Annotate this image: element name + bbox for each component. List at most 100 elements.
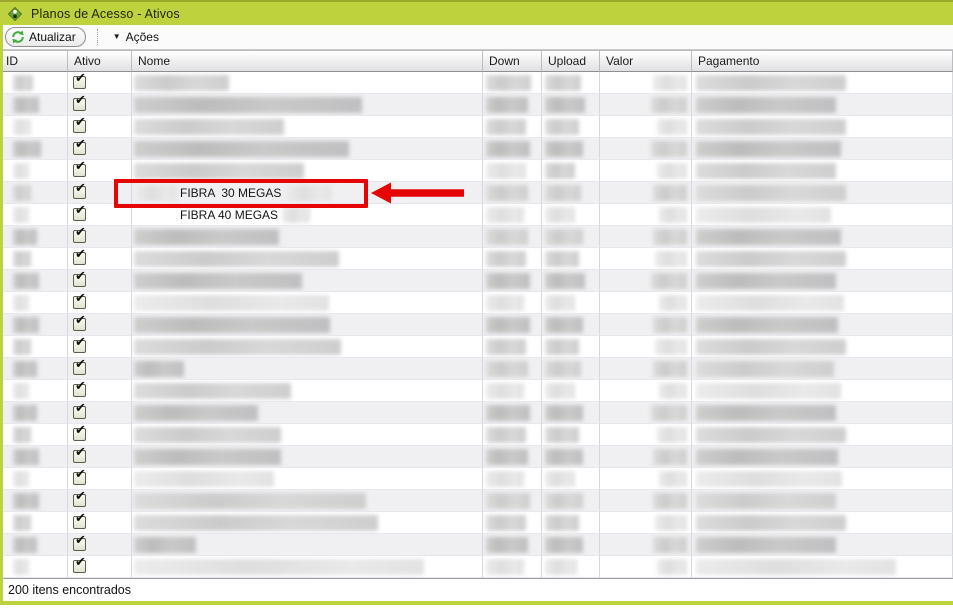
active-checkbox[interactable]: ✔ (73, 314, 86, 331)
column-header-valor[interactable]: Valor (600, 51, 692, 72)
table-row[interactable]: ✔ (0, 160, 953, 182)
cell-pagamento (692, 314, 953, 336)
active-checkbox[interactable]: ✔ (73, 182, 86, 199)
redacted-content (134, 360, 184, 377)
active-checkbox[interactable]: ✔ (73, 248, 86, 265)
checkmark-icon: ✔ (75, 182, 86, 196)
title-bar: Planos de Acesso - Ativos (0, 2, 953, 25)
table-row[interactable]: ✔ (0, 72, 953, 94)
redacted-content (545, 74, 581, 91)
active-checkbox[interactable]: ✔ (73, 292, 86, 309)
status-text: 200 itens encontrados (8, 583, 132, 597)
active-checkbox[interactable]: ✔ (73, 160, 86, 177)
column-header-upload[interactable]: Upload (542, 51, 600, 72)
cell-nome (132, 248, 483, 270)
cell-upload (542, 534, 600, 556)
table-row[interactable]: ✔ FIBRA 40 MEGAS (0, 204, 953, 226)
table-row[interactable]: ✔ (0, 314, 953, 336)
column-header-ativo[interactable]: Ativo (68, 51, 132, 72)
column-header-pagamento[interactable]: Pagamento (692, 51, 953, 72)
column-header-id[interactable]: ID (0, 51, 68, 72)
redacted-content (486, 140, 530, 157)
checkmark-icon: ✔ (75, 292, 86, 306)
table-row[interactable]: ✔ (0, 116, 953, 138)
cell-id (0, 490, 68, 512)
active-checkbox[interactable]: ✔ (73, 424, 86, 441)
table-row[interactable]: ✔ (0, 336, 953, 358)
redacted-content (486, 250, 526, 267)
redacted-content (486, 294, 524, 311)
cell-pagamento (692, 94, 953, 116)
cell-nome (132, 358, 483, 380)
active-checkbox[interactable]: ✔ (73, 556, 86, 573)
table-row[interactable]: ✔ (0, 248, 953, 270)
active-checkbox[interactable]: ✔ (73, 72, 86, 89)
cell-down (483, 204, 542, 226)
table-row[interactable]: ✔ (0, 556, 953, 578)
active-checkbox[interactable]: ✔ (73, 270, 86, 287)
active-checkbox[interactable]: ✔ (73, 116, 86, 133)
table-row[interactable]: ✔ (0, 512, 953, 534)
cell-upload (542, 490, 600, 512)
redacted-content (13, 162, 29, 179)
redacted-content (134, 404, 258, 421)
active-checkbox[interactable]: ✔ (73, 446, 86, 463)
cell-down (483, 226, 542, 248)
cell-valor (600, 182, 692, 204)
active-checkbox[interactable]: ✔ (73, 358, 86, 375)
redacted-content (13, 558, 29, 575)
column-header-down[interactable]: Down (483, 51, 542, 72)
cell-pagamento (692, 468, 953, 490)
table-row[interactable]: ✔ (0, 358, 953, 380)
redacted-content (134, 228, 279, 245)
redacted-content (13, 404, 37, 421)
cell-ativo: ✔ (68, 380, 132, 402)
redacted-content (486, 228, 528, 245)
active-checkbox[interactable]: ✔ (73, 226, 86, 243)
redacted-content (486, 316, 530, 333)
actions-dropdown[interactable]: ▼ Ações (107, 28, 165, 46)
table-row[interactable]: ✔ FIBRA 30 MEGAS (0, 182, 953, 204)
table-row[interactable]: ✔ (0, 292, 953, 314)
cell-nome (132, 94, 483, 116)
cell-id (0, 94, 68, 116)
table-row[interactable]: ✔ (0, 446, 953, 468)
table-row[interactable]: ✔ (0, 94, 953, 116)
active-checkbox[interactable]: ✔ (73, 94, 86, 111)
checkmark-icon: ✔ (75, 94, 86, 108)
active-checkbox[interactable]: ✔ (73, 490, 86, 507)
table-row[interactable]: ✔ (0, 270, 953, 292)
active-checkbox[interactable]: ✔ (73, 138, 86, 155)
active-checkbox[interactable]: ✔ (73, 402, 86, 419)
active-checkbox[interactable]: ✔ (73, 468, 86, 485)
redacted-content (655, 514, 687, 531)
active-checkbox[interactable]: ✔ (73, 534, 86, 551)
cell-ativo: ✔ (68, 72, 132, 94)
cell-upload (542, 248, 600, 270)
cell-id (0, 138, 68, 160)
checkmark-icon: ✔ (75, 556, 86, 570)
table-row[interactable]: ✔ (0, 226, 953, 248)
cell-upload (542, 182, 600, 204)
redacted-content (657, 162, 687, 179)
redacted-content (13, 184, 31, 201)
table-row[interactable]: ✔ (0, 468, 953, 490)
cell-upload (542, 204, 600, 226)
column-header-nome[interactable]: Nome (132, 51, 483, 72)
cell-id (0, 336, 68, 358)
table-row[interactable]: ✔ (0, 380, 953, 402)
active-checkbox[interactable]: ✔ (73, 204, 86, 221)
redacted-content (696, 426, 846, 443)
cell-nome (132, 446, 483, 468)
refresh-button[interactable]: Atualizar (5, 27, 86, 47)
table-row[interactable]: ✔ (0, 534, 953, 556)
table-row[interactable]: ✔ (0, 490, 953, 512)
table-row[interactable]: ✔ (0, 138, 953, 160)
table-row[interactable]: ✔ (0, 402, 953, 424)
active-checkbox[interactable]: ✔ (73, 336, 86, 353)
cell-down (483, 490, 542, 512)
redacted-content (13, 250, 31, 267)
table-row[interactable]: ✔ (0, 424, 953, 446)
active-checkbox[interactable]: ✔ (73, 380, 86, 397)
active-checkbox[interactable]: ✔ (73, 512, 86, 529)
